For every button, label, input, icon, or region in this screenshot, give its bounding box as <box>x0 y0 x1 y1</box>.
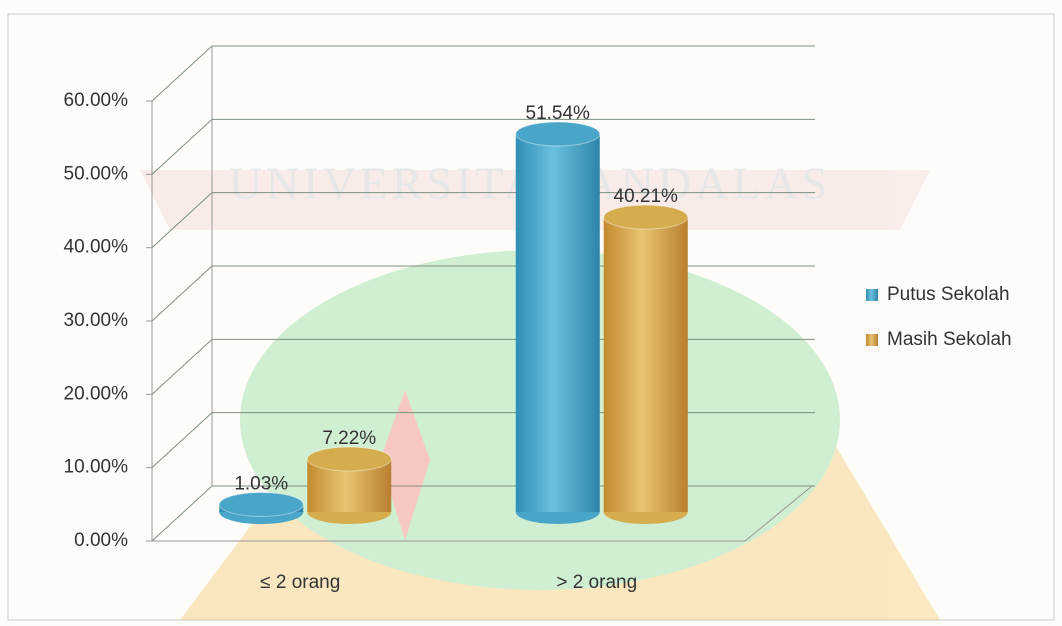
y-tick-label: 50.00% <box>64 163 129 184</box>
bar <box>515 134 600 513</box>
y-tick-label: 10.00% <box>64 457 129 478</box>
legend-label: Putus Sekolah <box>887 284 1010 305</box>
bar-top <box>515 121 601 147</box>
bar-top <box>218 491 304 517</box>
grid-line <box>151 412 213 469</box>
x-tick-label: > 2 orang <box>556 572 637 593</box>
grid-line <box>151 45 213 102</box>
y-tick-label: 30.00% <box>64 310 129 331</box>
bar-top <box>306 446 392 472</box>
bar-top <box>603 204 689 230</box>
data-label: 40.21% <box>614 186 679 207</box>
data-label: 1.03% <box>234 473 288 494</box>
legend-swatch <box>866 289 878 301</box>
bar <box>603 217 688 513</box>
grid-line <box>151 192 213 249</box>
grid-line <box>151 265 213 322</box>
grid-line <box>151 485 213 542</box>
legend-swatch <box>866 334 878 346</box>
y-tick-label: 0.00% <box>74 530 128 551</box>
floor <box>152 485 813 542</box>
frame <box>7 13 1055 621</box>
grid-line <box>151 338 213 395</box>
data-label: 51.54% <box>526 103 591 124</box>
y-tick-label: 40.00% <box>64 237 129 258</box>
grid-line <box>151 118 213 175</box>
y-tick-label: 20.00% <box>64 383 129 404</box>
y-tick-label: 60.00% <box>64 90 129 111</box>
x-tick-label: ≤ 2 orang <box>260 572 340 593</box>
data-label: 7.22% <box>322 428 376 449</box>
legend-label: Masih Sekolah <box>887 329 1012 350</box>
